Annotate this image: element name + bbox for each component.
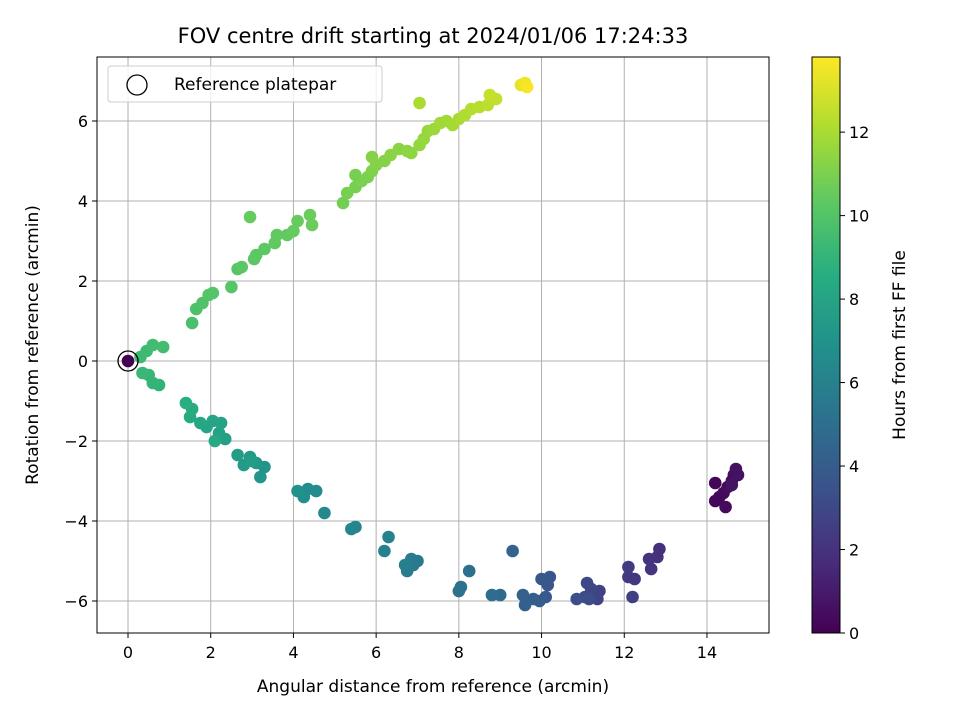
chart: FOV centre drift starting at 2024/01/06 …: [0, 0, 960, 720]
scatter-point: [583, 593, 596, 606]
scatter-point: [366, 151, 379, 164]
x-tick-label: 12: [614, 643, 634, 662]
y-tick-label: 4: [78, 192, 88, 211]
scatter-point: [254, 471, 267, 484]
scatter-point: [186, 317, 199, 330]
x-tick-label: 10: [531, 643, 551, 662]
colorbar-tick-label: 0: [849, 624, 859, 643]
scatter-point: [506, 545, 519, 558]
y-tick-label: −6: [64, 592, 88, 611]
colorbar: 0 2 4 6 8 10 12 Hours from first FF file: [812, 57, 910, 643]
scatter-point: [378, 545, 391, 558]
scatter-point: [725, 479, 738, 492]
y-tick-label: −2: [64, 432, 88, 451]
scatter-point: [349, 169, 362, 182]
scatter-point: [244, 211, 257, 224]
scatter-point: [484, 89, 497, 102]
legend: Reference platepar: [108, 66, 382, 102]
scatter-point: [235, 261, 248, 274]
scatter-point: [136, 367, 149, 380]
y-tick-label: 2: [78, 272, 88, 291]
colorbar-tick-label: 2: [849, 541, 859, 560]
scatter-point: [231, 449, 244, 462]
x-tick-label: 14: [697, 643, 717, 662]
y-tick-label: −4: [64, 512, 88, 531]
scatter-point: [382, 531, 395, 544]
x-tick-label: 8: [454, 643, 464, 662]
scatter-point: [157, 341, 170, 354]
scatter-point: [413, 97, 426, 110]
scatter-points: [134, 77, 744, 612]
scatter-point: [206, 287, 219, 300]
y-tick-label: 6: [78, 112, 88, 131]
chart-title: FOV centre drift starting at 2024/01/06 …: [178, 24, 689, 48]
plot-frame: [97, 57, 769, 633]
scatter-point: [291, 485, 304, 498]
scatter-point: [246, 455, 259, 468]
colorbar-tick-label: 8: [849, 290, 859, 309]
scatter-point: [486, 589, 499, 602]
scatter-point: [719, 501, 732, 514]
colorbar-tick-label: 10: [849, 207, 869, 226]
scatter-point: [622, 561, 635, 574]
y-axis-ticks: −6 −4 −2 0 2 4 6: [64, 112, 97, 611]
x-tick-label: 0: [123, 643, 133, 662]
scatter-point: [463, 565, 476, 578]
x-tick-label: 6: [371, 643, 381, 662]
scatter-point: [626, 591, 639, 604]
scatter-point: [455, 581, 468, 594]
x-tick-label: 4: [288, 643, 298, 662]
scatter-point: [517, 589, 530, 602]
x-axis-label: Angular distance from reference (arcmin): [257, 677, 609, 697]
legend-label: Reference platepar: [174, 75, 336, 95]
colorbar-tick-label: 4: [849, 457, 859, 476]
scatter-point: [180, 397, 193, 410]
colorbar-gradient: [812, 57, 840, 633]
y-tick-label: 0: [78, 352, 88, 371]
scatter-point: [581, 577, 594, 590]
scatter-point: [306, 219, 319, 232]
scatter-point: [209, 435, 222, 448]
scatter-point: [709, 477, 722, 490]
reference-point: [122, 355, 135, 368]
x-axis-ticks: 0 2 4 6 8 10 12 14: [123, 633, 717, 662]
y-axis-label: Rotation from reference (arcmin): [23, 205, 43, 485]
scatter-point: [291, 215, 304, 228]
legend-marker: [127, 75, 147, 95]
colorbar-tick-label: 12: [849, 123, 869, 142]
scatter-point: [570, 593, 583, 606]
scatter-point: [521, 81, 534, 94]
scatter-point: [399, 559, 412, 572]
colorbar-label: Hours from first FF file: [890, 250, 910, 440]
colorbar-tick-label: 6: [849, 374, 859, 393]
scatter-point: [318, 507, 331, 520]
colorbar-ticks: 0 2 4 6 8 10 12: [840, 123, 869, 643]
scatter-point: [225, 281, 238, 294]
grid: [97, 57, 769, 633]
scatter-point: [345, 523, 358, 536]
scatter-point: [645, 563, 658, 576]
scatter-point: [535, 573, 548, 586]
x-tick-label: 2: [206, 643, 216, 662]
